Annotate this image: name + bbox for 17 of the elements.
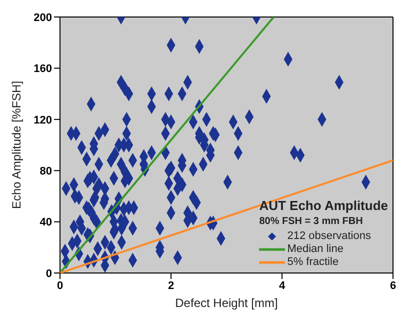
- y-tick-label: 200: [34, 12, 52, 24]
- x-tick-label: 0: [56, 280, 64, 292]
- x-tick-label: 6: [390, 280, 396, 292]
- legend-title: AUT Echo Amplitude: [259, 198, 388, 213]
- annotation: 80% FSH = 3 mm FBH: [259, 215, 364, 228]
- y-tick-label: 160: [34, 63, 52, 76]
- y-tick-label: 0: [46, 268, 52, 280]
- y-tick-label: 120: [34, 114, 52, 126]
- x-tick-label: 4: [278, 280, 286, 292]
- legend-label: 212 observations: [287, 230, 371, 243]
- y-axis-title: Echo Amplitude [%FSH]: [9, 80, 24, 210]
- x-tick-label: 2: [168, 280, 174, 292]
- y-tick-label: 40: [40, 216, 52, 229]
- y-tick-label: 80: [40, 166, 52, 178]
- legend-label: 5% fractile: [287, 256, 339, 269]
- x-axis-title: Defect Height [mm]: [175, 296, 278, 310]
- legend-label: Median line: [287, 243, 344, 256]
